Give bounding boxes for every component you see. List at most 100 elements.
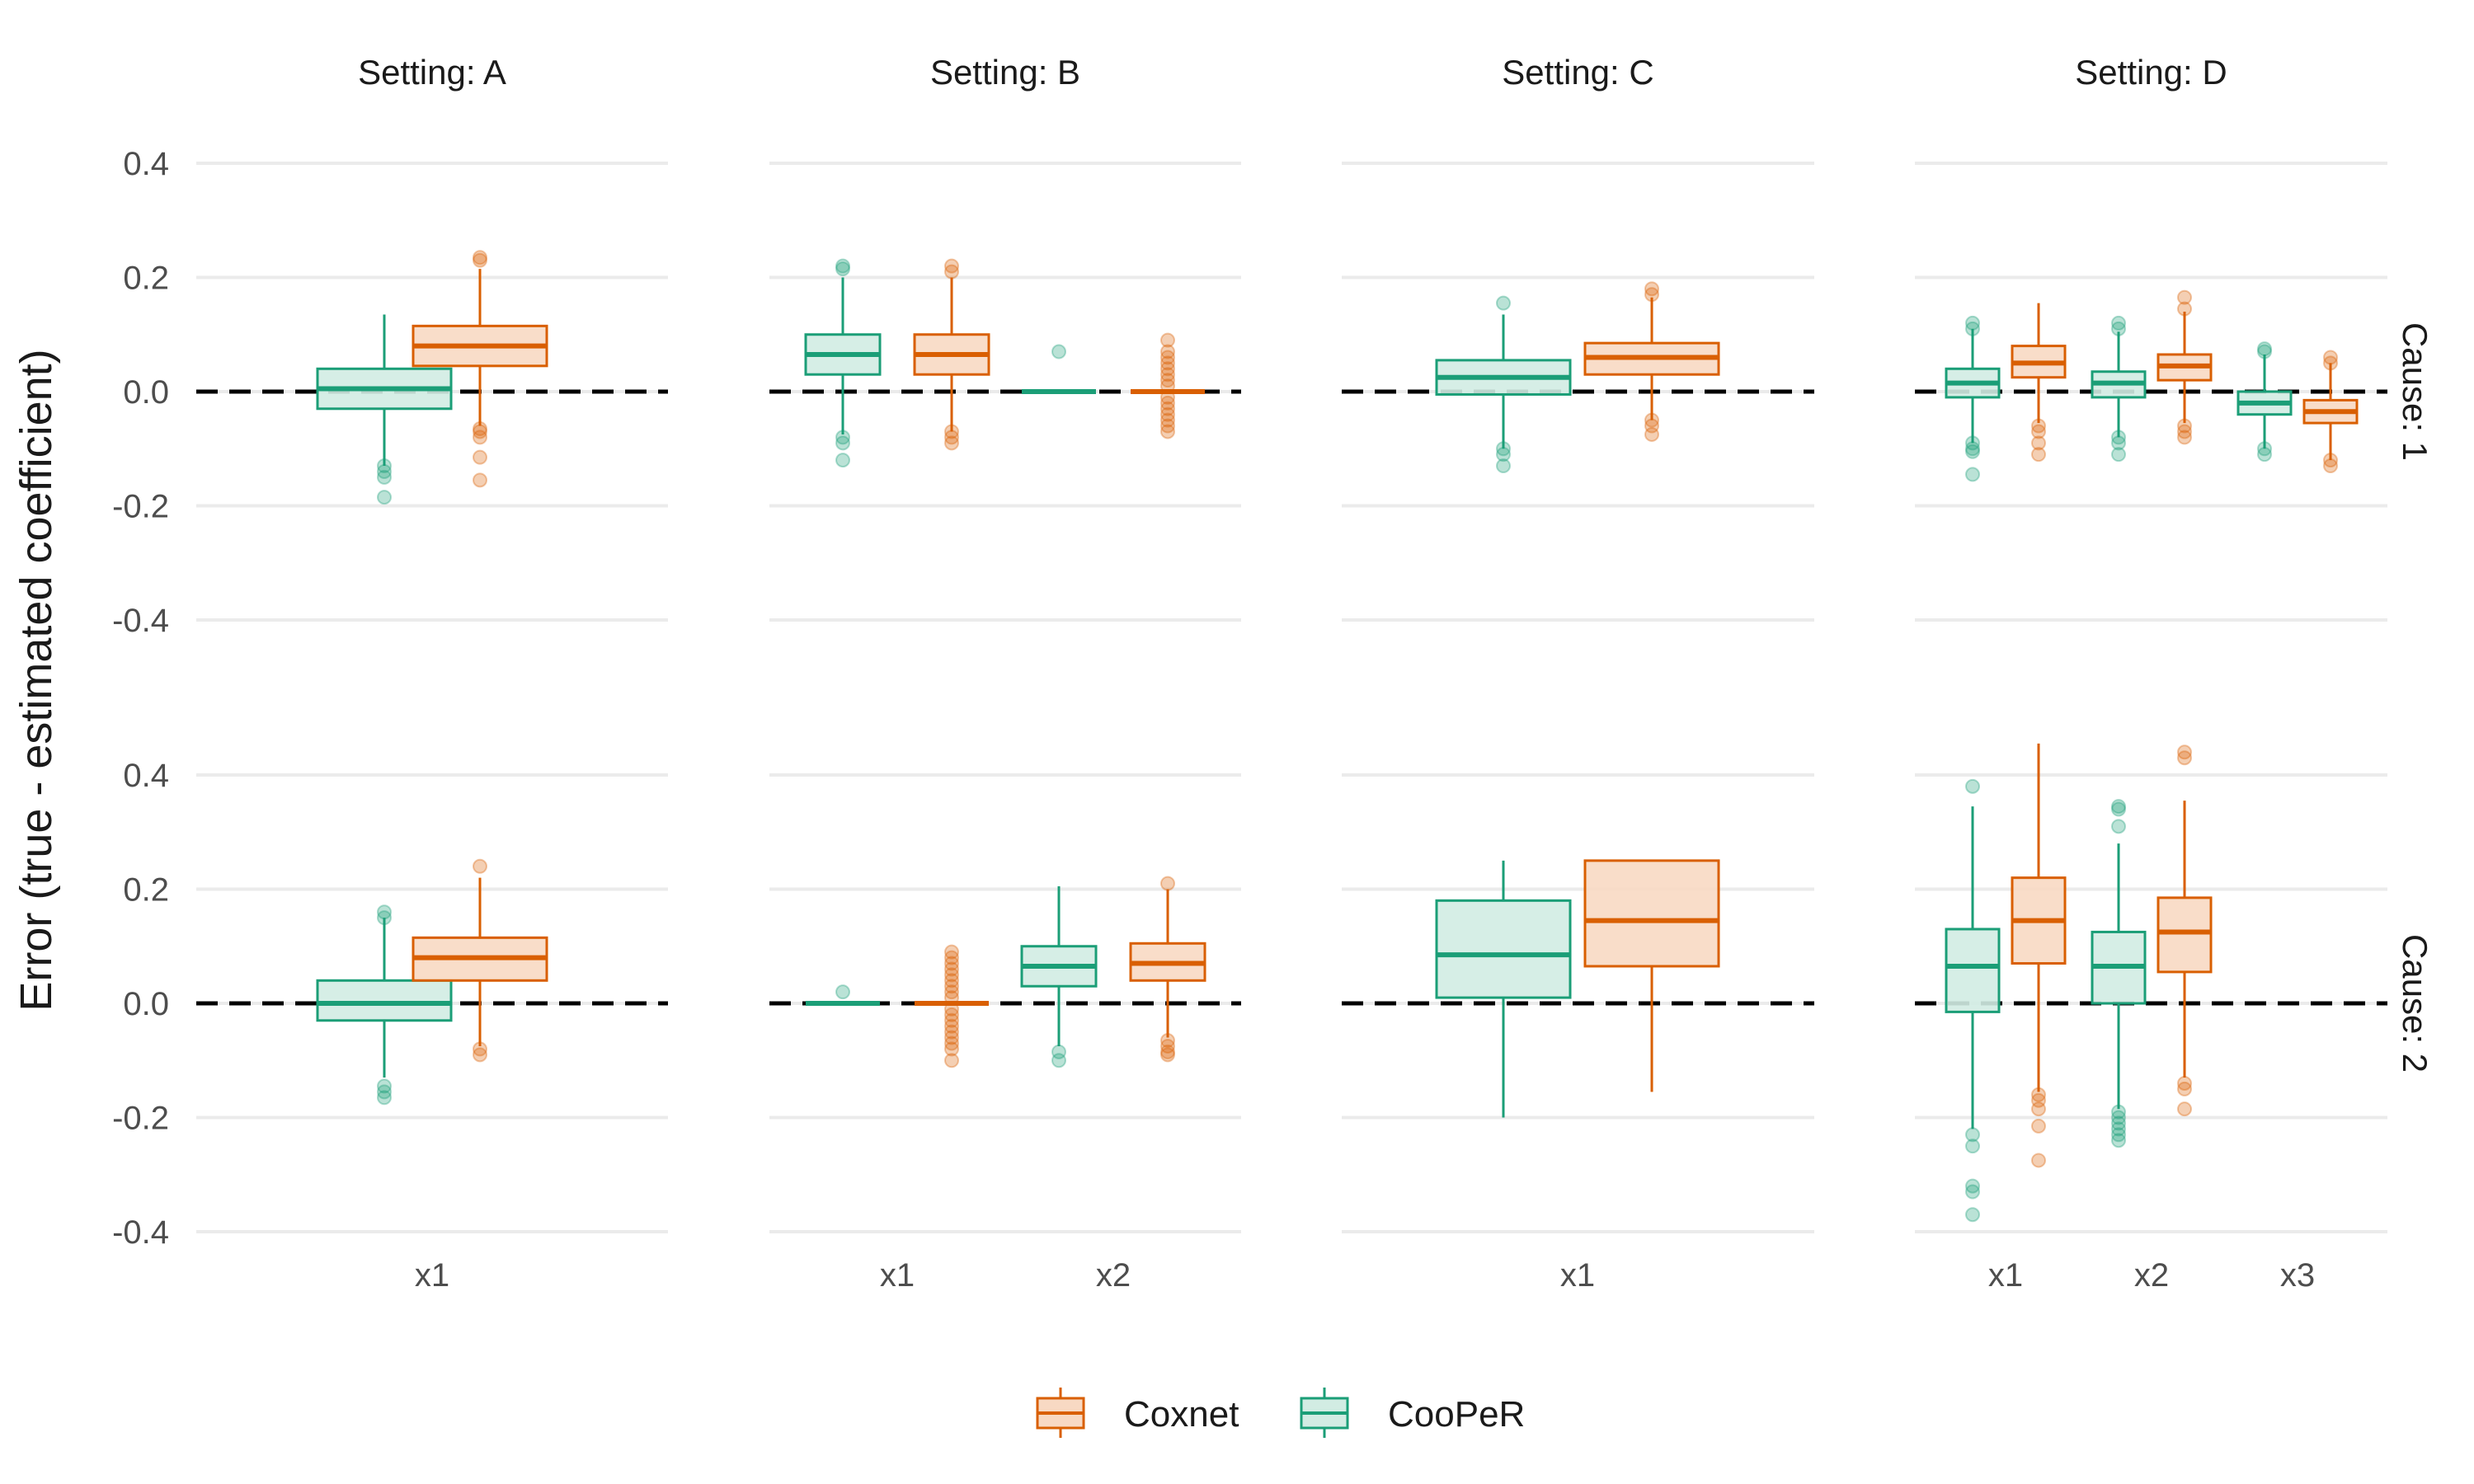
box-coxnet bbox=[2302, 350, 2359, 474]
outlier-point bbox=[1160, 344, 1175, 359]
outlier-point bbox=[473, 250, 487, 265]
outlier-point bbox=[2111, 315, 2126, 331]
outlier-point bbox=[1160, 876, 1175, 891]
outlier-point bbox=[473, 1047, 487, 1063]
outlier-point bbox=[1644, 412, 1659, 428]
outlier-point bbox=[1160, 332, 1175, 348]
outlier-point bbox=[1160, 1038, 1175, 1054]
outlier-point bbox=[1051, 1044, 1066, 1059]
box-cooper bbox=[316, 904, 453, 1106]
outlier-point bbox=[1160, 412, 1175, 428]
outlier-point bbox=[944, 1001, 959, 1017]
outlier-point bbox=[835, 430, 850, 445]
outlier-point bbox=[473, 858, 487, 874]
outlier-point bbox=[2323, 453, 2338, 468]
outlier-point bbox=[944, 944, 959, 960]
box-cooper bbox=[1435, 860, 1572, 1118]
y-tick-label: -0.2 bbox=[112, 489, 169, 525]
outlier-point bbox=[1965, 1207, 1980, 1223]
box-cooper bbox=[804, 258, 882, 468]
outlier-point bbox=[2177, 418, 2192, 434]
outlier-point bbox=[2177, 1075, 2192, 1091]
y-axis-label: Error (true - estimated coefficient) bbox=[12, 349, 61, 1011]
outlier-point bbox=[1965, 444, 1980, 459]
outlier-point bbox=[2111, 1127, 2126, 1143]
outlier-point bbox=[2111, 1133, 2126, 1148]
outlier-point bbox=[1160, 395, 1175, 411]
box-coxnet bbox=[913, 258, 990, 451]
outlier-point bbox=[1965, 315, 1980, 331]
outlier-point bbox=[2031, 1101, 2046, 1117]
outlier-point bbox=[473, 252, 487, 268]
box-cooper bbox=[1945, 315, 2001, 482]
box-coxnet bbox=[2157, 744, 2213, 1117]
outlier-point bbox=[2031, 1118, 2046, 1134]
legend: Coxnet CooPeR bbox=[1036, 1388, 1525, 1438]
outlier-point bbox=[944, 956, 959, 971]
outlier-point bbox=[1965, 441, 1980, 457]
outlier-point bbox=[2111, 435, 2126, 451]
outlier-point bbox=[944, 1018, 959, 1034]
facet-strip-cause: Cause: 2 bbox=[2396, 934, 2434, 1073]
outlier-point bbox=[2257, 441, 2272, 457]
y-tick-label: 0.0 bbox=[123, 986, 169, 1022]
outlier-point bbox=[2177, 750, 2192, 766]
box-cooper bbox=[1022, 344, 1096, 394]
outlier-point bbox=[1644, 418, 1659, 434]
outlier-point bbox=[2257, 344, 2272, 359]
x-tick-label: x1 bbox=[1988, 1257, 2023, 1294]
outlier-point bbox=[2257, 341, 2272, 357]
outlier-point bbox=[473, 424, 487, 439]
x-tick-label: x2 bbox=[1096, 1257, 1131, 1294]
outlier-point bbox=[1160, 373, 1175, 388]
outlier-point bbox=[2031, 447, 2046, 463]
outlier-point bbox=[944, 979, 959, 994]
outlier-point bbox=[1965, 778, 1980, 794]
outlier-point bbox=[2177, 301, 2192, 317]
facet-strip-cause: Cause: 1 bbox=[2396, 322, 2434, 461]
outlier-point bbox=[835, 435, 850, 451]
legend-item-cooper: CooPeR bbox=[1300, 1388, 1525, 1438]
box-cooper bbox=[2236, 341, 2293, 463]
outlier-point bbox=[2111, 1115, 2126, 1131]
outlier-point bbox=[1965, 1178, 1980, 1194]
x-tick-label: x1 bbox=[880, 1257, 915, 1294]
outlier-point bbox=[377, 1084, 392, 1100]
outlier-point bbox=[944, 1007, 959, 1022]
outlier-point bbox=[377, 469, 392, 485]
y-tick-label: 0.0 bbox=[123, 374, 169, 411]
facet-title-setting: Setting: D bbox=[2075, 53, 2227, 92]
outlier-point bbox=[1965, 1139, 1980, 1154]
outlier-point bbox=[944, 967, 959, 983]
outlier-point bbox=[2031, 1153, 2046, 1168]
outlier-point bbox=[1051, 344, 1066, 359]
outlier-point bbox=[944, 264, 959, 279]
outlier-point bbox=[1160, 361, 1175, 377]
outlier-point bbox=[944, 961, 959, 977]
box-coxnet bbox=[412, 858, 548, 1063]
outlier-point bbox=[2031, 435, 2046, 451]
box-cooper bbox=[2091, 799, 2147, 1148]
outlier-point bbox=[944, 1053, 959, 1068]
x-tick-label: x2 bbox=[2134, 1257, 2169, 1294]
outlier-point bbox=[1965, 1127, 1980, 1143]
facet-title-setting: Setting: C bbox=[1502, 53, 1653, 92]
outlier-point bbox=[2111, 1121, 2126, 1137]
outlier-point bbox=[377, 463, 392, 479]
box-coxnet bbox=[2011, 303, 2067, 463]
outlier-point bbox=[944, 973, 959, 989]
outlier-point bbox=[2031, 418, 2046, 434]
outlier-point bbox=[2111, 799, 2126, 815]
outlier-point bbox=[1160, 350, 1175, 365]
box-coxnet bbox=[2157, 289, 2213, 445]
outlier-point bbox=[944, 1024, 959, 1040]
outlier-point bbox=[1160, 355, 1175, 371]
box-iqr bbox=[1435, 899, 1572, 999]
outlier-point bbox=[2177, 1081, 2192, 1097]
outlier-point bbox=[944, 1012, 959, 1028]
outlier-point bbox=[944, 424, 959, 439]
outlier-point bbox=[1965, 1184, 1980, 1200]
outlier-point bbox=[944, 1041, 959, 1057]
outlier-point bbox=[2111, 321, 2126, 336]
outlier-point bbox=[944, 430, 959, 445]
